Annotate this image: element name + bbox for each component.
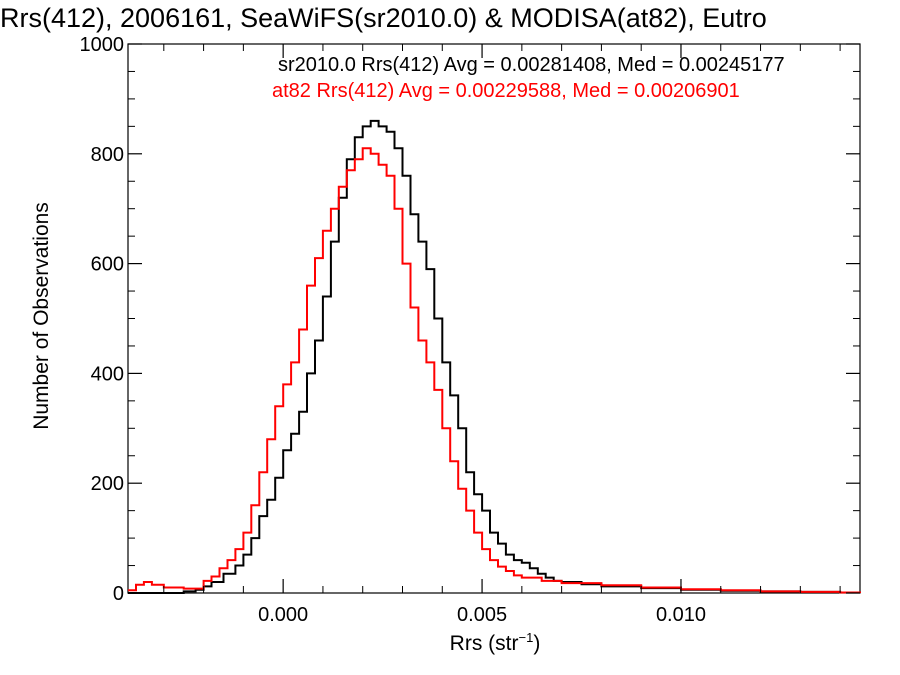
y-tick-label: 600	[91, 254, 124, 276]
series-line-2	[128, 147, 861, 594]
y-tick-label: 400	[91, 363, 124, 385]
y-tick-label: 800	[91, 144, 124, 166]
y-tick-label: 0	[113, 583, 124, 605]
series-layer	[128, 119, 861, 594]
plot-border	[127, 43, 861, 594]
x-axis-label-superscript: −1	[519, 630, 534, 645]
y-tick-label: 1000	[80, 34, 125, 56]
plot-frame	[127, 43, 861, 594]
annotation-at82-stats: at82 Rrs(412) Avg = 0.00229588, Med = 0.…	[272, 80, 740, 102]
series-line-1	[128, 119, 861, 594]
annotation-sr2010-stats: sr2010.0 Rrs(412) Avg = 0.00281408, Med …	[278, 54, 785, 76]
x-axis-label: Rrs (str−1)	[450, 630, 541, 655]
x-tick-label: 0.010	[656, 604, 706, 626]
chart-title: Rrs(412), 2006161, SeaWiFS(sr2010.0) & M…	[0, 3, 767, 33]
y-axis-label: Number of Observations	[30, 202, 53, 430]
x-tick-label: 0.005	[457, 604, 507, 626]
y-tick-label: 200	[91, 473, 124, 495]
axis-ticks: 0 200 400 600 800 1000 0.000 0.005 0.010	[80, 34, 860, 626]
x-axis-label-base: Rrs (str	[450, 632, 519, 655]
x-tick-label: 0.000	[258, 604, 308, 626]
x-axis-label-tail: )	[533, 632, 540, 655]
